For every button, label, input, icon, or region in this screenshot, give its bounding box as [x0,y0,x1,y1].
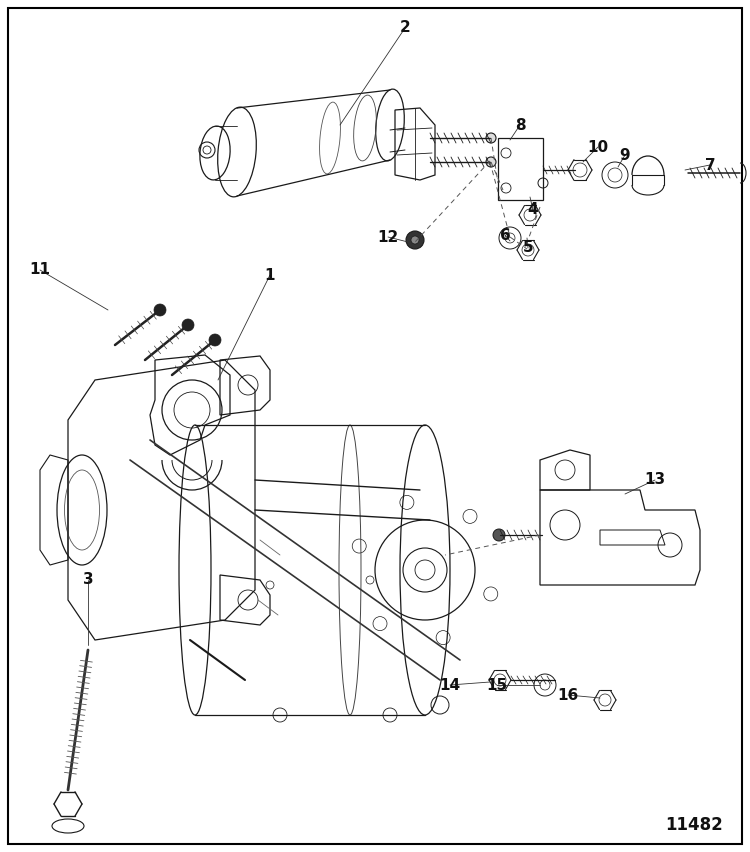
Text: 10: 10 [587,140,608,154]
Text: 5: 5 [523,240,533,256]
Text: 7: 7 [705,158,716,172]
Text: 9: 9 [620,147,630,163]
Circle shape [406,231,424,249]
Text: 12: 12 [377,229,399,245]
Text: 2: 2 [400,20,410,36]
Bar [498,138,543,200]
Text: 8: 8 [514,118,525,133]
Text: 3: 3 [82,573,93,588]
Text: 1: 1 [265,268,275,283]
Text: 16: 16 [557,688,579,703]
Circle shape [486,133,496,143]
Text: 11482: 11482 [664,815,723,834]
Text: 15: 15 [487,677,508,693]
Circle shape [209,334,221,346]
Text: 11: 11 [29,262,50,278]
Circle shape [154,304,166,316]
Circle shape [182,319,194,331]
Text: 6: 6 [500,227,510,243]
Circle shape [411,236,419,244]
Circle shape [486,157,496,167]
Text: 14: 14 [440,677,460,693]
Circle shape [493,529,505,541]
Text: 13: 13 [644,473,665,487]
Text: 4: 4 [528,203,538,217]
